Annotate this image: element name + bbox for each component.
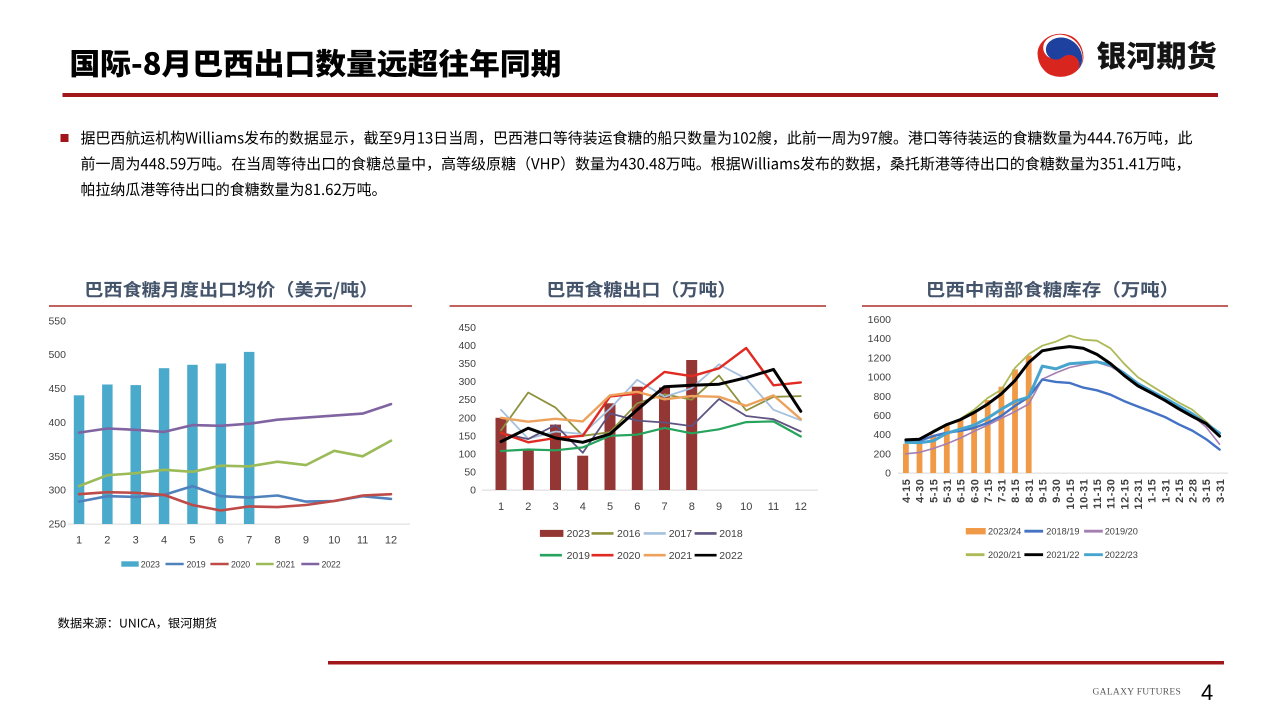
svg-text:10-31: 10-31 xyxy=(1078,479,1090,510)
svg-text:10-15: 10-15 xyxy=(1065,479,1077,510)
svg-text:9-30: 9-30 xyxy=(1051,479,1063,503)
svg-text:2: 2 xyxy=(525,501,531,513)
svg-text:8: 8 xyxy=(689,501,695,513)
svg-text:12-31: 12-31 xyxy=(1133,479,1145,510)
svg-text:2-28: 2-28 xyxy=(1188,479,1200,503)
svg-text:10: 10 xyxy=(328,535,340,547)
svg-text:2022/23: 2022/23 xyxy=(1105,550,1138,560)
svg-text:400: 400 xyxy=(458,340,476,352)
svg-text:2018: 2018 xyxy=(719,528,743,540)
svg-text:1400: 1400 xyxy=(868,333,892,345)
svg-text:1600: 1600 xyxy=(868,314,892,326)
svg-text:12-15: 12-15 xyxy=(1119,479,1131,510)
svg-text:2020/21: 2020/21 xyxy=(988,550,1021,560)
svg-text:12: 12 xyxy=(385,535,397,547)
svg-text:100: 100 xyxy=(458,448,476,460)
svg-text:2021/22: 2021/22 xyxy=(1046,550,1079,560)
svg-text:2018/19: 2018/19 xyxy=(1046,526,1079,536)
svg-text:300: 300 xyxy=(458,376,476,388)
svg-text:2016: 2016 xyxy=(617,528,641,540)
svg-text:150: 150 xyxy=(458,430,476,442)
svg-text:11-15: 11-15 xyxy=(1092,479,1104,510)
svg-text:1: 1 xyxy=(76,535,82,547)
svg-text:2-15: 2-15 xyxy=(1174,479,1186,503)
svg-text:8-31: 8-31 xyxy=(1024,479,1036,503)
svg-text:2022: 2022 xyxy=(719,550,743,562)
svg-text:5-15: 5-15 xyxy=(928,479,940,503)
svg-text:9: 9 xyxy=(303,535,309,547)
svg-text:8: 8 xyxy=(274,535,280,547)
svg-text:50: 50 xyxy=(464,466,476,478)
svg-text:200: 200 xyxy=(458,412,476,424)
svg-text:1: 1 xyxy=(498,501,504,513)
svg-text:4: 4 xyxy=(580,501,586,513)
svg-text:1-31: 1-31 xyxy=(1160,479,1172,503)
svg-text:5: 5 xyxy=(189,535,195,547)
svg-text:10: 10 xyxy=(740,501,752,513)
svg-text:1000: 1000 xyxy=(868,372,892,384)
svg-text:GALAXY FUTURES: GALAXY FUTURES xyxy=(1093,688,1182,698)
svg-text:7: 7 xyxy=(661,501,667,513)
svg-text:8-15: 8-15 xyxy=(1010,479,1022,503)
svg-text:250: 250 xyxy=(458,394,476,406)
svg-text:7-31: 7-31 xyxy=(997,479,1009,503)
svg-text:2019/20: 2019/20 xyxy=(1105,526,1138,536)
svg-text:12: 12 xyxy=(795,501,807,513)
svg-text:600: 600 xyxy=(873,410,891,422)
svg-text:3-31: 3-31 xyxy=(1215,479,1227,503)
svg-text:450: 450 xyxy=(458,322,476,334)
svg-text:3: 3 xyxy=(133,535,139,547)
svg-text:3: 3 xyxy=(552,501,558,513)
svg-text:6: 6 xyxy=(634,501,640,513)
svg-text:2023: 2023 xyxy=(141,559,160,569)
svg-text:6: 6 xyxy=(218,535,224,547)
svg-text:11-30: 11-30 xyxy=(1106,479,1118,510)
svg-text:6-15: 6-15 xyxy=(956,479,968,503)
svg-text:400: 400 xyxy=(48,417,66,429)
svg-text:400: 400 xyxy=(873,429,891,441)
svg-text:300: 300 xyxy=(48,485,66,497)
svg-text:6-30: 6-30 xyxy=(969,479,981,503)
svg-text:9: 9 xyxy=(716,501,722,513)
svg-text:7-15: 7-15 xyxy=(983,479,995,503)
svg-text:2020: 2020 xyxy=(231,559,250,569)
svg-text:2019: 2019 xyxy=(187,559,206,569)
svg-text:1-15: 1-15 xyxy=(1147,479,1159,503)
svg-text:350: 350 xyxy=(48,451,66,463)
svg-text:250: 250 xyxy=(48,519,66,531)
svg-text:4-15: 4-15 xyxy=(901,479,913,503)
svg-text:2021: 2021 xyxy=(276,559,295,569)
svg-text:3-15: 3-15 xyxy=(1201,479,1213,503)
svg-text:2023/24: 2023/24 xyxy=(988,526,1021,536)
svg-text:450: 450 xyxy=(48,383,66,395)
svg-text:2019: 2019 xyxy=(567,550,591,562)
svg-text:5-31: 5-31 xyxy=(942,479,954,503)
svg-text:4-30: 4-30 xyxy=(915,479,927,503)
svg-text:2022: 2022 xyxy=(322,559,341,569)
svg-text:5: 5 xyxy=(607,501,613,513)
svg-text:350: 350 xyxy=(458,358,476,370)
svg-text:0: 0 xyxy=(470,485,476,497)
svg-text:2023: 2023 xyxy=(567,528,591,540)
svg-text:1200: 1200 xyxy=(868,352,892,364)
svg-text:4: 4 xyxy=(1201,680,1213,705)
svg-text:0: 0 xyxy=(885,468,891,480)
svg-text:2021: 2021 xyxy=(669,550,693,562)
svg-text:9-15: 9-15 xyxy=(1038,479,1050,503)
svg-text:4: 4 xyxy=(161,535,167,547)
svg-text:2020: 2020 xyxy=(617,550,641,562)
svg-text:7: 7 xyxy=(246,535,252,547)
svg-text:200: 200 xyxy=(873,448,891,460)
svg-text:2: 2 xyxy=(104,535,110,547)
svg-text:800: 800 xyxy=(873,391,891,403)
svg-text:11: 11 xyxy=(357,535,368,547)
svg-text:550: 550 xyxy=(48,315,66,327)
svg-text:500: 500 xyxy=(48,349,66,361)
svg-text:11: 11 xyxy=(768,501,779,513)
svg-text:2017: 2017 xyxy=(669,528,693,540)
